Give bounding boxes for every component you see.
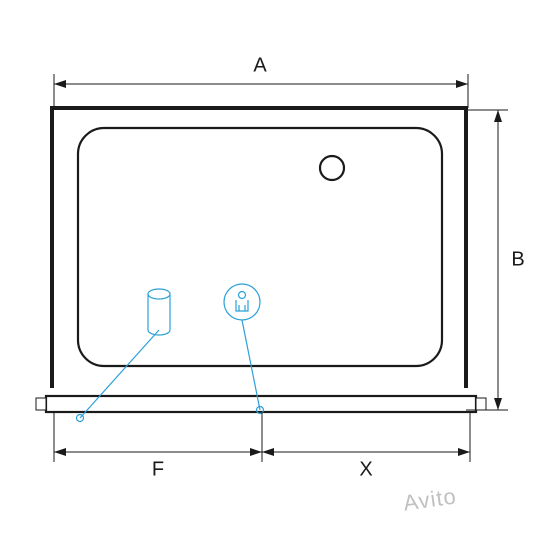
bottom-rail [46, 396, 476, 412]
dimension-label-A: A [253, 55, 266, 78]
rail-cap-left [36, 398, 46, 410]
leader-tube [80, 330, 159, 418]
inner-tray [78, 128, 442, 366]
callout-tube-top [148, 289, 170, 299]
technical-drawing-svg [0, 0, 540, 540]
dimension-label-B: B [511, 249, 524, 272]
callout-bracket-circle [224, 284, 260, 320]
outer-frame [52, 108, 466, 388]
dimension-label-F: F [152, 459, 164, 482]
rail-cap-right [476, 398, 486, 410]
drain-hole-icon [320, 156, 344, 180]
dimension-label-X: X [359, 459, 372, 482]
drawing-stage: A B F X Avito [0, 0, 540, 540]
